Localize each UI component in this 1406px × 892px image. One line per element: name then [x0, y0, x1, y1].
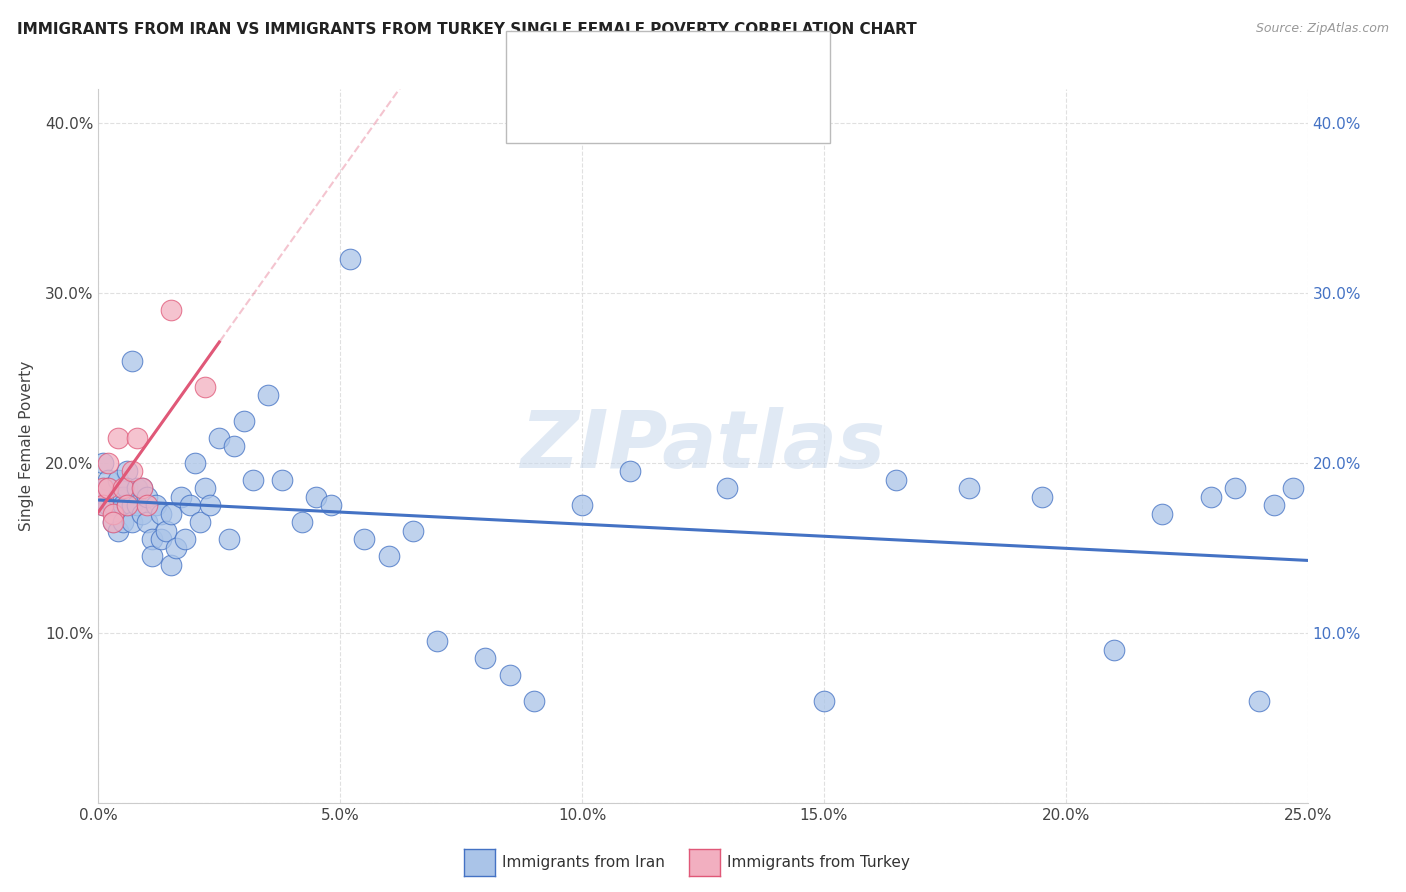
Point — [1152, 507, 1174, 521]
Point — [101, 516, 124, 530]
Point — [101, 516, 124, 530]
Point — [91, 482, 114, 496]
Text: Immigrants from Iran: Immigrants from Iran — [502, 855, 665, 870]
Point — [91, 482, 114, 496]
Point — [353, 533, 375, 547]
Point — [97, 499, 120, 513]
Point — [107, 524, 129, 538]
Point — [474, 651, 496, 665]
Y-axis label: Single Female Poverty: Single Female Poverty — [18, 361, 34, 531]
Point — [523, 694, 546, 708]
Point — [111, 482, 134, 496]
Point — [145, 499, 167, 513]
Point — [97, 482, 120, 496]
Point — [160, 303, 183, 318]
Point — [127, 430, 149, 444]
Point — [141, 533, 163, 547]
Point — [619, 465, 641, 479]
Point — [91, 456, 114, 470]
Point — [135, 490, 157, 504]
Point — [498, 668, 520, 682]
Point — [97, 482, 120, 496]
Point — [121, 516, 143, 530]
Point — [377, 549, 399, 564]
Point — [1031, 490, 1053, 504]
Point — [117, 499, 139, 513]
Point — [290, 516, 312, 530]
Point — [97, 473, 120, 487]
Point — [716, 482, 738, 496]
Point — [131, 482, 153, 496]
Text: Immigrants from Turkey: Immigrants from Turkey — [727, 855, 910, 870]
Point — [1263, 499, 1285, 513]
Point — [271, 473, 294, 487]
Point — [242, 473, 264, 487]
Text: IMMIGRANTS FROM IRAN VS IMMIGRANTS FROM TURKEY SINGLE FEMALE POVERTY CORRELATION: IMMIGRANTS FROM IRAN VS IMMIGRANTS FROM … — [17, 22, 917, 37]
Point — [117, 482, 139, 496]
Point — [111, 499, 134, 513]
Point — [165, 541, 187, 555]
Point — [131, 482, 153, 496]
Point — [194, 379, 217, 393]
Point — [150, 533, 173, 547]
Point — [117, 499, 139, 513]
Point — [1249, 694, 1271, 708]
Point — [188, 516, 211, 530]
Point — [111, 516, 134, 530]
Point — [101, 507, 124, 521]
Point — [135, 499, 157, 513]
Text: R = 0.370   N = 15: R = 0.370 N = 15 — [561, 98, 731, 116]
Point — [222, 439, 245, 453]
Point — [91, 499, 114, 513]
Point — [111, 490, 134, 504]
Point — [91, 499, 114, 513]
Text: R = 0.036   N = 74: R = 0.036 N = 74 — [561, 56, 731, 74]
Point — [886, 473, 908, 487]
Point — [121, 499, 143, 513]
Point — [107, 473, 129, 487]
Point — [150, 507, 173, 521]
Point — [319, 499, 342, 513]
Point — [256, 388, 278, 402]
Point — [127, 499, 149, 513]
Point — [141, 549, 163, 564]
Point — [232, 413, 254, 427]
Point — [107, 490, 129, 504]
Point — [571, 499, 593, 513]
Point — [121, 354, 143, 368]
Point — [198, 499, 221, 513]
Point — [426, 634, 449, 648]
Point — [121, 465, 143, 479]
Point — [1102, 643, 1125, 657]
Point — [218, 533, 240, 547]
Point — [107, 430, 129, 444]
Point — [1223, 482, 1246, 496]
Point — [339, 252, 361, 266]
Point — [184, 456, 207, 470]
Point — [131, 507, 153, 521]
Point — [813, 694, 835, 708]
Point — [101, 499, 124, 513]
Point — [957, 482, 980, 496]
Point — [208, 430, 231, 444]
Point — [97, 456, 120, 470]
Point — [127, 482, 149, 496]
Point — [169, 490, 191, 504]
Point — [174, 533, 197, 547]
Point — [402, 524, 425, 538]
Point — [179, 499, 201, 513]
Point — [155, 524, 177, 538]
Point — [117, 465, 139, 479]
Point — [1199, 490, 1222, 504]
Point — [1282, 482, 1305, 496]
Point — [135, 516, 157, 530]
Point — [305, 490, 328, 504]
Point — [194, 482, 217, 496]
Point — [160, 558, 183, 572]
Text: ZIPatlas: ZIPatlas — [520, 407, 886, 485]
Text: Source: ZipAtlas.com: Source: ZipAtlas.com — [1256, 22, 1389, 36]
Point — [160, 507, 183, 521]
